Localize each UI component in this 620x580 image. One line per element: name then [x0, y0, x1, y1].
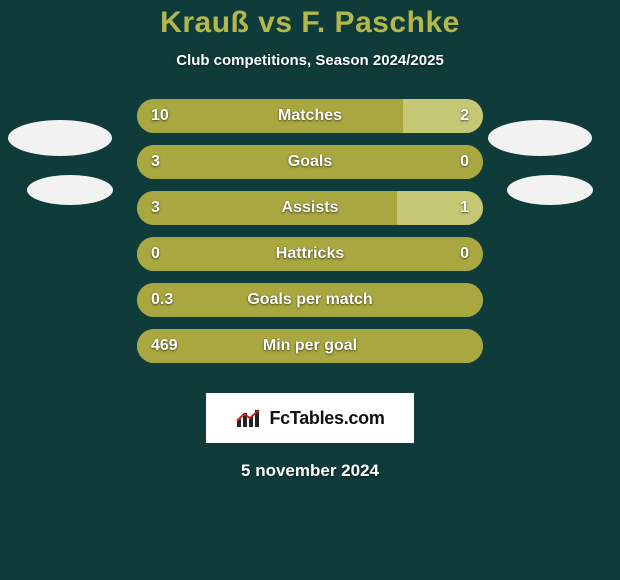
team-right-badge — [507, 175, 593, 205]
stat-value-left: 3 — [151, 199, 160, 217]
stat-row: Assists 3 1 — [137, 191, 483, 225]
stat-label: Goals per match — [247, 291, 372, 309]
stat-value-left: 469 — [151, 337, 178, 355]
footer-date: 5 november 2024 — [0, 461, 620, 481]
stat-fill-left — [137, 191, 397, 225]
stat-value-right: 0 — [460, 245, 469, 263]
stat-row: Hattricks 0 0 — [137, 237, 483, 271]
player-right-avatar — [488, 120, 592, 156]
source-logo: FcTables.com — [206, 393, 414, 443]
stat-fill-right — [397, 191, 484, 225]
stat-value-left: 10 — [151, 107, 169, 125]
stat-row: Goals 3 0 — [137, 145, 483, 179]
stat-label: Assists — [282, 199, 339, 217]
stat-row: Min per goal 469 — [137, 329, 483, 363]
stat-label: Min per goal — [263, 337, 357, 355]
stat-fill-right — [403, 99, 483, 133]
page-title: Krauß vs F. Paschke — [0, 6, 620, 40]
stat-row: Matches 10 2 — [137, 99, 483, 133]
stat-value-left: 0.3 — [151, 291, 173, 309]
player-left-avatar — [8, 120, 112, 156]
stat-label: Hattricks — [276, 245, 344, 263]
fctables-icon — [235, 407, 263, 429]
stat-value-left: 0 — [151, 245, 160, 263]
source-logo-text: FcTables.com — [269, 408, 384, 429]
comparison-card: Krauß vs F. Paschke Club competitions, S… — [0, 0, 620, 580]
stat-row: Goals per match 0.3 — [137, 283, 483, 317]
stat-value-right: 1 — [460, 199, 469, 217]
stat-value-right: 0 — [460, 153, 469, 171]
stat-bars: Matches102Goals30Assists31Hattricks00Goa… — [137, 99, 483, 363]
stat-label: Goals — [288, 153, 332, 171]
page-subtitle: Club competitions, Season 2024/2025 — [0, 52, 620, 69]
team-left-badge — [27, 175, 113, 205]
stat-value-right: 2 — [460, 107, 469, 125]
stat-label: Matches — [278, 107, 342, 125]
stat-fill-left — [137, 99, 403, 133]
stat-value-left: 3 — [151, 153, 160, 171]
